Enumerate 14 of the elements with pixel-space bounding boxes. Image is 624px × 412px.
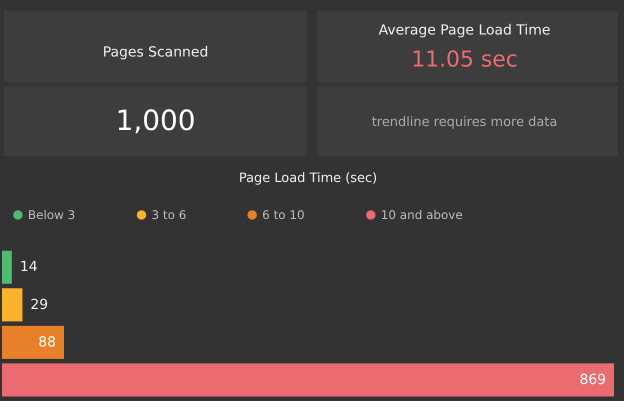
data-label: 869 <box>579 372 606 388</box>
legend-label: 10 and above <box>380 208 463 222</box>
legend-label: Below 3 <box>28 208 76 222</box>
data-label: 88 <box>38 334 56 350</box>
legend-label: 6 to 10 <box>262 208 305 222</box>
text: Pages Scanned <box>102 44 208 60</box>
text: Average Page Load Time <box>378 22 550 39</box>
text: 1,000 <box>116 104 196 138</box>
text: 11.05 sec <box>411 47 518 72</box>
data-label: 14 <box>20 259 38 276</box>
legend-label: 3 to 6 <box>152 208 186 222</box>
data-label: 29 <box>30 296 48 313</box>
text: trendline requires more data <box>372 115 558 130</box>
chart-title: Page Load Time (sec) <box>238 171 378 186</box>
